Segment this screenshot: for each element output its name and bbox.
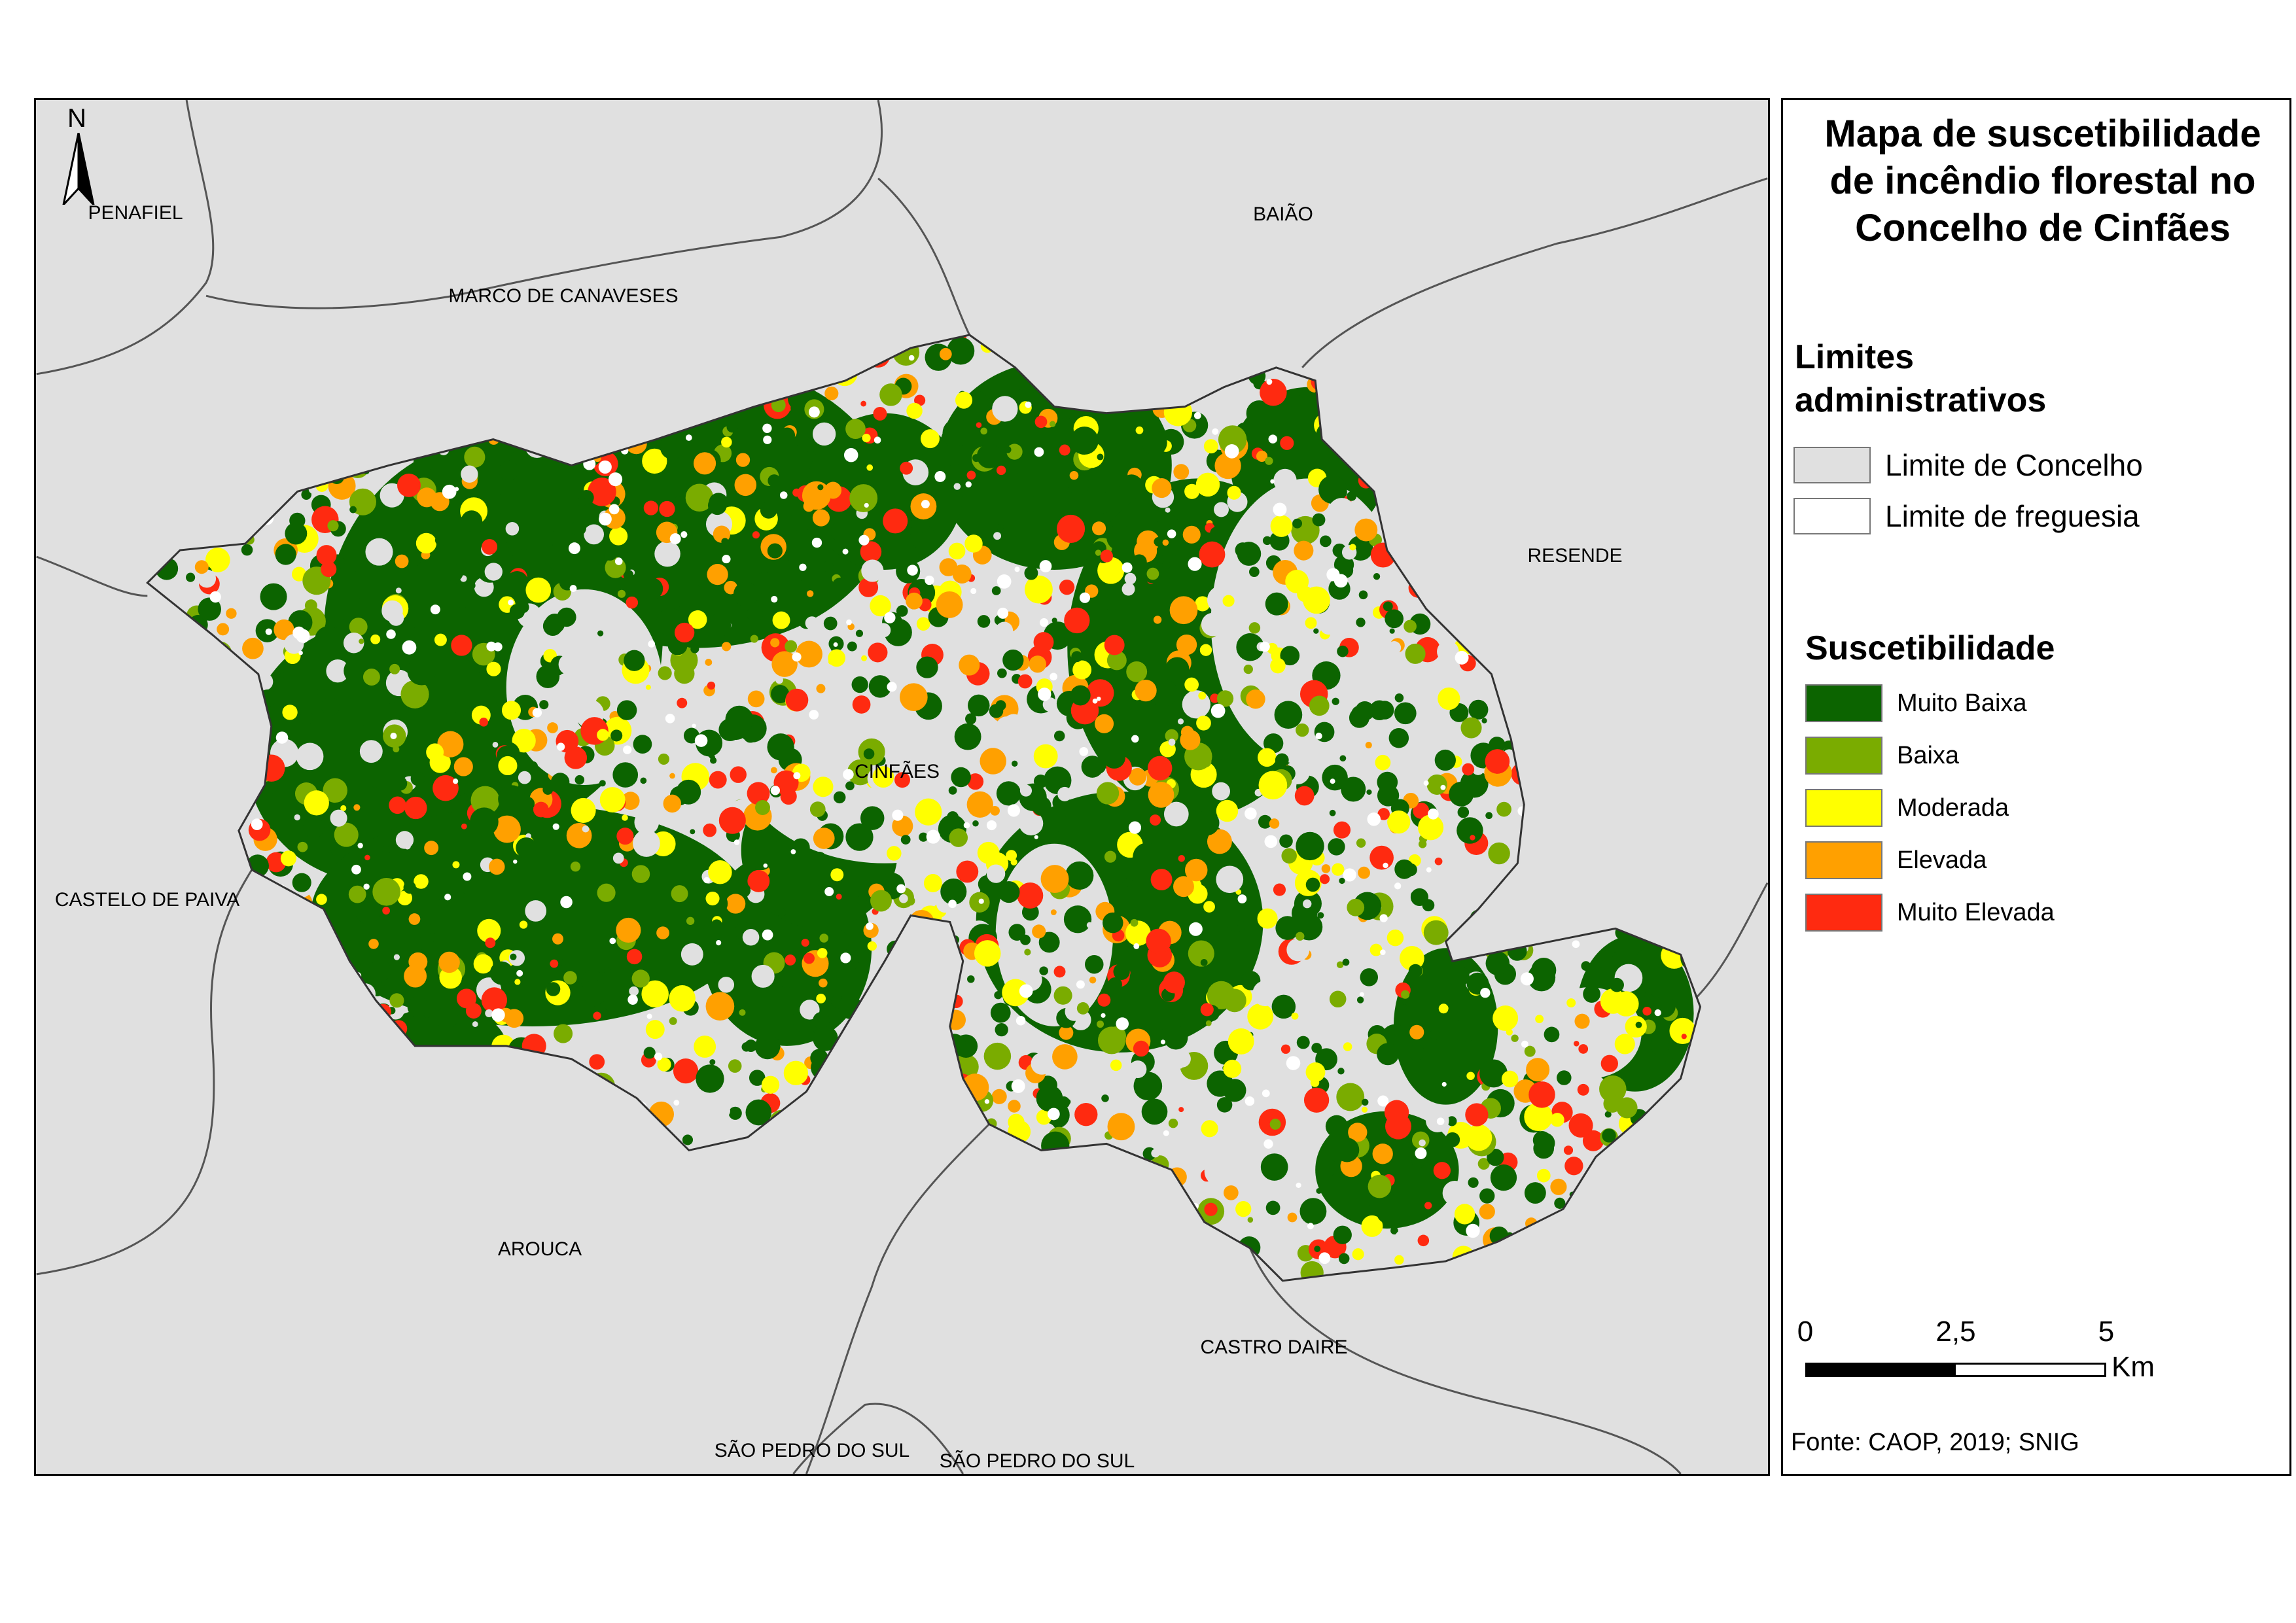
swatch-muito-elevada bbox=[1805, 894, 1882, 932]
north-label: N bbox=[67, 104, 86, 133]
place-label-resende: RESENDE bbox=[1527, 545, 1623, 567]
legend-panel: Mapa de suscetibilidade de incêndio flor… bbox=[1781, 98, 2291, 1476]
place-label-sao-pedro-2: SÃO PEDRO DO SUL bbox=[939, 1450, 1135, 1472]
municipality-boundaries bbox=[36, 100, 1768, 1474]
scale-tick-0: 0 bbox=[1797, 1316, 1814, 1348]
place-label-baiao: BAIÃO bbox=[1253, 203, 1313, 225]
legend-item-elevada: Elevada bbox=[1805, 841, 1987, 879]
legend-item-muito-elevada: Muito Elevada bbox=[1805, 894, 2055, 932]
map-title-line-3: Concelho de Cinfães bbox=[1855, 207, 2231, 249]
place-label-castro-daire: CASTRO DAIRE bbox=[1200, 1336, 1348, 1358]
swatch-muito-baixa bbox=[1805, 684, 1882, 722]
legend-label-muito-elevada: Muito Elevada bbox=[1897, 898, 2055, 926]
legend-item-moderada: Moderada bbox=[1805, 789, 2009, 827]
scale-bar-dark bbox=[1807, 1365, 1956, 1375]
legend-item-baixa: Baixa bbox=[1805, 737, 1959, 775]
legend-label-freguesia: Limite de freguesia bbox=[1885, 499, 2140, 533]
place-label-sao-pedro-1: SÃO PEDRO DO SUL bbox=[714, 1440, 910, 1461]
legend-label-concelho: Limite de Concelho bbox=[1885, 448, 2143, 482]
place-label-arouca: AROUCA bbox=[497, 1238, 582, 1260]
susceptibility-heading: Suscetibilidade bbox=[1805, 629, 2055, 667]
map-title: Mapa de suscetibilidade de incêndio flor… bbox=[1783, 111, 2289, 252]
map-title-line-2: de incêndio florestal no bbox=[1829, 160, 2256, 202]
place-label-penafiel: PENAFIEL bbox=[88, 202, 183, 224]
legend-label-elevada: Elevada bbox=[1897, 846, 1987, 874]
place-label-marco: MARCO DE CANAVESES bbox=[448, 285, 679, 307]
legend-item-freguesia: Limite de freguesia bbox=[1793, 498, 2140, 534]
place-label-castelo: CASTELO DE PAIVA bbox=[54, 889, 240, 911]
source-note: Fonte: CAOP, 2019; SNIG bbox=[1791, 1429, 2079, 1456]
scale-tick-2-5: 2,5 bbox=[1935, 1316, 1976, 1348]
legend-item-concelho: Limite de Concelho bbox=[1793, 447, 2143, 483]
legend-label-baixa: Baixa bbox=[1897, 741, 1960, 769]
scale-unit: Km bbox=[2111, 1351, 2155, 1383]
map-frame: N PENAFIEL BAIÃO MARCO DE CANAVESES RESE… bbox=[34, 98, 1770, 1476]
admin-heading: Limites administrativos bbox=[1795, 336, 2046, 422]
scale-tick-5: 5 bbox=[2098, 1316, 2115, 1348]
swatch-moderada bbox=[1805, 789, 1882, 827]
swatch-baixa bbox=[1805, 737, 1882, 775]
legend-label-muito-baixa: Muito Baixa bbox=[1897, 689, 2027, 717]
admin-heading-line-2: administrativos bbox=[1795, 381, 2047, 419]
admin-heading-line-1: Limites bbox=[1795, 338, 1915, 376]
swatch-elevada bbox=[1805, 841, 1882, 879]
place-label-cinfaes: CINFÃES bbox=[854, 761, 940, 782]
scale-bar-light bbox=[1956, 1365, 2104, 1375]
swatch-concelho bbox=[1793, 447, 1871, 483]
north-arrow-icon bbox=[62, 133, 95, 205]
swatch-freguesia bbox=[1793, 498, 1871, 534]
legend-item-muito-baixa: Muito Baixa bbox=[1805, 684, 2027, 722]
susceptibility-layer bbox=[147, 334, 1701, 1281]
scale-bar bbox=[1805, 1363, 2106, 1377]
map-title-line-1: Mapa de suscetibilidade bbox=[1824, 113, 2261, 155]
legend-label-moderada: Moderada bbox=[1897, 794, 2009, 822]
map-canvas bbox=[36, 100, 1768, 1474]
